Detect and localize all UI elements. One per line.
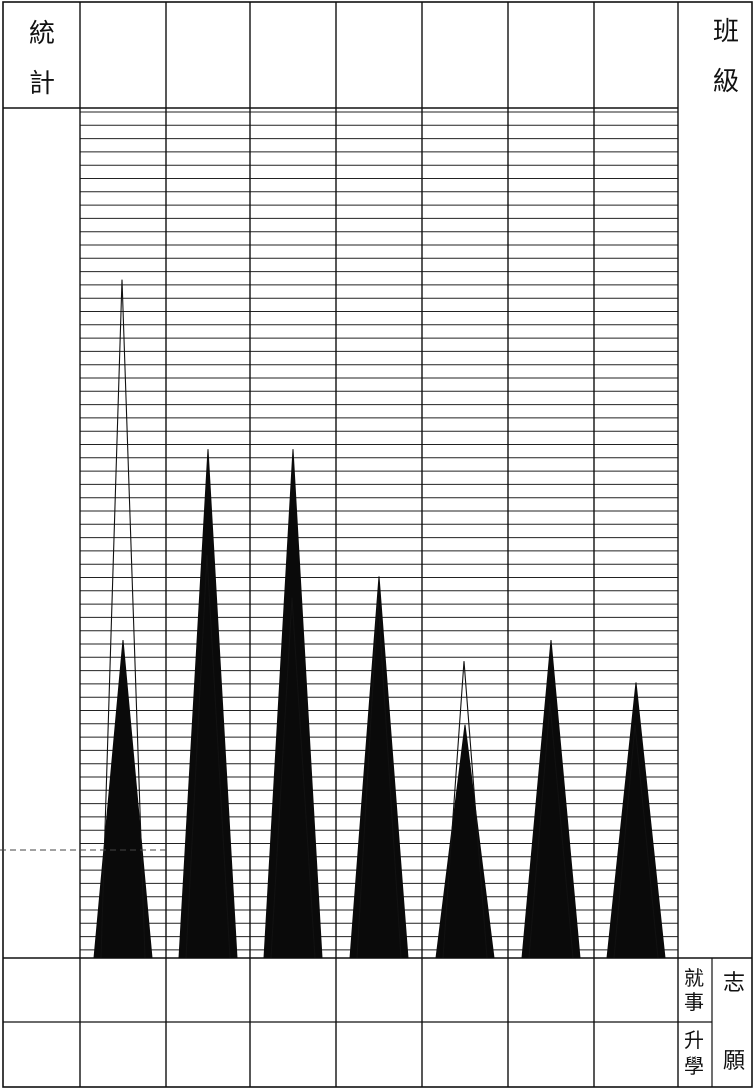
bar-jiushi-6 <box>528 703 574 959</box>
corner-label-char: 級 <box>713 67 739 97</box>
bar-shengxue-1 <box>93 639 153 959</box>
bar-shengxue-5 <box>435 724 495 959</box>
row-label-char: 就 <box>684 966 704 990</box>
bar-jiushi-1 <box>100 279 146 959</box>
row-group-label-char: 願 <box>723 1049 745 1074</box>
row-group-label-char: 志 <box>723 971 745 996</box>
bar-shengxue-3 <box>263 449 323 959</box>
total-header-char: 計 <box>29 69 55 99</box>
row-label-char: 事 <box>684 990 704 1014</box>
row-label-char: 升 <box>684 1028 704 1052</box>
bar-shengxue-2 <box>178 449 238 959</box>
bar-jiushi-7 <box>613 724 659 959</box>
bar-jiushi-5 <box>442 661 488 959</box>
bar-jiushi-3 <box>270 597 316 959</box>
bar-shengxue-6 <box>521 639 581 959</box>
bar-jiushi-2 <box>185 555 231 959</box>
bar-shengxue-4 <box>349 576 409 959</box>
corner-label-char: 班 <box>713 17 739 47</box>
bar-jiushi-4 <box>356 597 402 959</box>
total-header-char: 統 <box>29 19 55 49</box>
row-label-char: 學 <box>684 1054 704 1078</box>
bar-shengxue-7 <box>606 682 666 959</box>
